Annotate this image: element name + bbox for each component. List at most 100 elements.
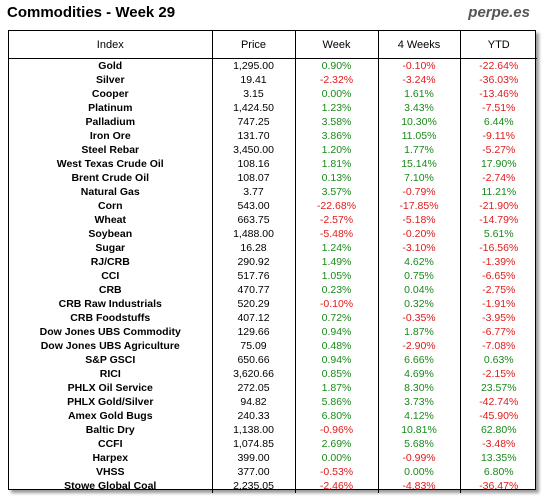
table-row: Natural Gas 3.77 3.57% -0.79% 11.21%: [9, 185, 537, 199]
index-cell: CRB Foodstuffs: [9, 311, 213, 325]
index-cell: Baltic Dry: [9, 423, 213, 437]
price-cell: 377.00: [212, 465, 296, 479]
ytd-cell: -16.56%: [479, 242, 519, 254]
price-cell: 1,424.50: [212, 101, 296, 115]
table-row: S&P GSCI 650.66 0.94% 6.66% 0.63%: [9, 353, 537, 367]
ytd-cell: 5.61%: [483, 228, 514, 240]
ytd-cell: -14.79%: [479, 214, 519, 226]
price-cell: 650.66: [212, 353, 296, 367]
ytd-cell: -2.74%: [482, 172, 516, 184]
ytd-cell: -1.39%: [482, 256, 516, 268]
table-row: Palladium 747.25 3.58% 10.30% 6.44%: [9, 115, 537, 129]
index-cell: Dow Jones UBS Agriculture: [9, 339, 213, 353]
ytd-cell: 6.80%: [483, 466, 514, 478]
price-cell: 407.12: [212, 311, 296, 325]
4-weeks-cell: -0.20%: [378, 227, 461, 241]
price-cell: 663.75: [212, 213, 296, 227]
index-cell: Dow Jones UBS Commodity: [9, 325, 213, 339]
week-cell: 0.94%: [295, 353, 379, 367]
index-cell: PHLX Gold/Silver: [9, 395, 213, 409]
index-cell: Platinum: [9, 101, 213, 115]
price-cell: 129.66: [212, 325, 296, 339]
header-4-weeks[interactable]: 4 Weeks: [378, 31, 461, 59]
ytd-cell: -5.27%: [482, 144, 516, 156]
ytd-cell: 0.63%: [483, 354, 514, 366]
week-cell: 1.20%: [295, 143, 379, 157]
table-row: Sugar 16.28 1.24% -3.10% -16.56%: [9, 241, 537, 255]
week-cell: 1.24%: [295, 241, 379, 255]
table-row: CRB Raw Industrials 520.29 -0.10% 0.32% -1.9…: [9, 297, 537, 311]
index-cell: Corn: [9, 199, 213, 213]
price-cell: 3,620.66: [212, 367, 296, 381]
ytd-cell: -13.46%: [479, 88, 519, 100]
week-cell: 1.87%: [295, 381, 379, 395]
table-row: PHLX Oil Service 272.05 1.87% 8.30% 23.57%: [9, 381, 537, 395]
ytd-cell: 13.35%: [480, 452, 517, 464]
ytd-cell: -9.11%: [482, 130, 516, 142]
header-index[interactable]: Index: [9, 31, 213, 59]
price-cell: 470.77: [212, 283, 296, 297]
ytd-cell: -7.51%: [482, 102, 516, 114]
table-row: Silver 19.41 -2.32% -3.24% -36.03%: [9, 73, 537, 87]
week-cell: 0.85%: [295, 367, 379, 381]
week-cell: 0.00%: [295, 451, 379, 465]
index-cell: Gold: [9, 58, 213, 73]
week-cell: 0.48%: [295, 339, 379, 353]
4-weeks-cell: 0.04%: [378, 283, 461, 297]
price-cell: 1,488.00: [212, 227, 296, 241]
ytd-cell: -45.90%: [479, 410, 519, 422]
table-row: CRB Foodstuffs 407.12 0.72% -0.35% -3.95%: [9, 311, 537, 325]
4-weeks-cell: 11.05%: [378, 129, 461, 143]
table-row: Dow Jones UBS Agriculture 75.09 0.48% -2.90…: [9, 339, 537, 353]
header-price[interactable]: Price: [212, 31, 296, 59]
4-weeks-cell: 5.68%: [378, 437, 461, 451]
price-cell: 1,295.00: [212, 58, 296, 73]
4-weeks-cell: 10.81%: [378, 423, 461, 437]
index-cell: PHLX Oil Service: [9, 381, 213, 395]
price-cell: 2,235.05: [212, 479, 296, 493]
4-weeks-cell: 0.75%: [378, 269, 461, 283]
4-weeks-cell: 15.14%: [378, 157, 461, 171]
header-week[interactable]: Week: [295, 31, 379, 59]
week-cell: -2.57%: [295, 213, 379, 227]
4-weeks-cell: -3.10%: [378, 241, 461, 255]
table-row: Cooper 3.15 0.00% 1.61% -13.46%: [9, 87, 537, 101]
4-weeks-cell: 4.12%: [378, 409, 461, 423]
4-weeks-cell: 8.30%: [378, 381, 461, 395]
ytd-cell: -7.08%: [482, 340, 516, 352]
ytd-cell: -6.65%: [482, 270, 516, 282]
4-weeks-cell: 6.66%: [378, 353, 461, 367]
table-row: Stowe Global Coal 2,235.05 -2.46% -4.83% -36…: [9, 479, 537, 493]
table-row: CRB 470.77 0.23% 0.04% -2.75%: [9, 283, 537, 297]
index-cell: Harpex: [9, 451, 213, 465]
table-row: CCFI 1,074.85 2.69% 5.68% -3.48%: [9, 437, 537, 451]
table-row: Soybean 1,488.00 -5.48% -0.20% 5.61%: [9, 227, 537, 241]
week-cell: -0.53%: [295, 465, 379, 479]
header-ytd[interactable]: YTD: [460, 31, 537, 59]
index-cell: RICI: [9, 367, 213, 381]
4-weeks-cell: -0.79%: [378, 185, 461, 199]
index-cell: CRB: [9, 283, 213, 297]
index-cell: Cooper: [9, 87, 213, 101]
index-cell: CCFI: [9, 437, 213, 451]
ytd-cell: -3.95%: [482, 312, 516, 324]
ytd-cell: 6.44%: [483, 116, 514, 128]
4-weeks-cell: -0.35%: [378, 311, 461, 325]
index-cell: RJ/CRB: [9, 255, 213, 269]
index-cell: Soybean: [9, 227, 213, 241]
table-row: Platinum 1,424.50 1.23% 3.43% -7.51%: [9, 101, 537, 115]
index-cell: West Texas Crude Oil: [9, 157, 213, 171]
ytd-cell: -2.15%: [482, 368, 516, 380]
week-cell: -5.48%: [295, 227, 379, 241]
ytd-cell: 23.57%: [480, 382, 517, 394]
week-cell: 0.23%: [295, 283, 379, 297]
4-weeks-cell: -4.83%: [378, 479, 461, 493]
4-weeks-cell: -0.10%: [378, 58, 461, 73]
index-cell: Steel Rebar: [9, 143, 213, 157]
price-cell: 517.76: [212, 269, 296, 283]
table-row: RICI 3,620.66 0.85% 4.69% -2.15%: [9, 367, 537, 381]
price-cell: 3.15: [212, 87, 296, 101]
index-cell: Amex Gold Bugs: [9, 409, 213, 423]
table-row: RJ/CRB 290.92 1.49% 4.62% -1.39%: [9, 255, 537, 269]
index-cell: S&P GSCI: [9, 353, 213, 367]
